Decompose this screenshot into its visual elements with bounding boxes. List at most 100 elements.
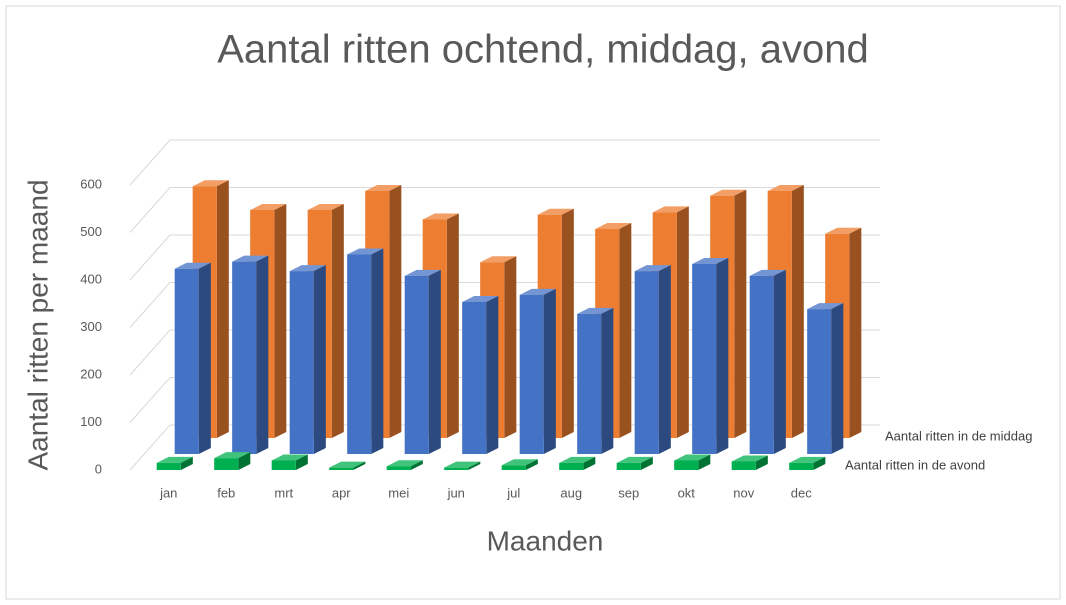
bar-side [353, 461, 366, 470]
bar [616, 462, 641, 470]
bar [156, 462, 181, 470]
bar-top [674, 454, 711, 461]
bar-side [313, 265, 326, 454]
bar-top [616, 456, 653, 463]
bar-side [734, 189, 747, 438]
bar-top [250, 204, 287, 210]
bar [444, 467, 469, 470]
bar [386, 466, 411, 470]
y-tick-label: 200 [80, 366, 102, 381]
chart-border [5, 5, 1061, 600]
bar-top [692, 258, 729, 264]
bar [462, 302, 487, 454]
bar-side [849, 227, 862, 438]
bar-top [386, 460, 423, 467]
bar [271, 460, 296, 470]
bar-top [652, 206, 689, 213]
bar-top [501, 459, 538, 466]
bar-top [710, 189, 747, 196]
bar-side [486, 296, 499, 454]
bar-top [480, 256, 517, 263]
bar [577, 313, 602, 454]
bar-side [525, 459, 538, 470]
x-tick-label: jul [506, 485, 520, 500]
bar-top [825, 227, 862, 234]
x-tick-label: mrt [274, 485, 293, 500]
bar-top [749, 269, 786, 276]
bar-side [676, 206, 689, 438]
bar [174, 268, 199, 454]
bar-side [755, 455, 768, 470]
x-tick-label: jan [159, 485, 177, 500]
x-tick-label: dec [791, 485, 812, 500]
x-tick-label: nov [733, 485, 754, 500]
y-tick-label: 300 [80, 319, 102, 334]
x-tick-label: apr [332, 485, 351, 500]
bar-top [174, 262, 211, 269]
bar [674, 460, 699, 470]
grid-line [129, 139, 880, 186]
bar-top [422, 213, 459, 220]
y-tick-label: 600 [80, 176, 102, 191]
y-tick-label: 0 [95, 461, 102, 476]
bar [519, 294, 544, 454]
grid-line [129, 234, 880, 281]
bar-side [583, 456, 596, 470]
x-tick-label: mei [388, 485, 409, 500]
bar-side [813, 456, 826, 470]
bar [731, 461, 756, 470]
bar-side [180, 456, 193, 470]
bar-top [559, 456, 596, 463]
x-tick-label: sep [618, 485, 639, 500]
bar-top [444, 461, 481, 468]
bar-top [347, 248, 384, 255]
bar-side [468, 461, 481, 470]
bar-side [698, 454, 711, 470]
bar-side [274, 204, 287, 438]
series-label: Aantal ritten in de avond [845, 457, 985, 472]
bar-top [232, 255, 269, 262]
bar-top [289, 265, 326, 272]
bar-side [295, 454, 308, 470]
bar [634, 271, 659, 454]
bar-top [271, 454, 308, 461]
bar-side [561, 208, 574, 438]
bar-side [601, 307, 614, 454]
bar-side [619, 223, 632, 438]
bar-top [577, 307, 614, 314]
bar [329, 467, 354, 470]
bar-side [658, 265, 671, 454]
x-tick-label: aug [560, 485, 582, 500]
bar-side [716, 258, 729, 454]
bar-top [537, 208, 574, 215]
bar-side [446, 213, 459, 438]
bar [807, 309, 832, 454]
bar-top [519, 288, 556, 295]
bar-side [410, 460, 423, 470]
bar-top [807, 303, 844, 310]
bar-side [428, 269, 441, 454]
bar [789, 462, 814, 470]
y-axis-title: Aantal ritten per maand [22, 179, 53, 470]
chart-title: Aantal ritten ochtend, middag, avond [217, 28, 869, 72]
bar-side [331, 204, 344, 438]
x-tick-label: okt [678, 485, 696, 500]
bar-top [214, 452, 251, 459]
bar-top [731, 455, 768, 462]
bar-side [371, 248, 384, 454]
x-tick-label: feb [217, 485, 235, 500]
bar-side [791, 185, 804, 438]
y-tick-label: 400 [80, 271, 102, 286]
y-tick-label: 100 [80, 414, 102, 429]
x-tick-label: jun [447, 485, 465, 500]
bar-side [543, 288, 556, 454]
bar-top [404, 269, 441, 276]
bar [559, 462, 584, 470]
bar-side [773, 269, 786, 454]
bar-side [389, 185, 402, 438]
x-axis-title: Maanden [487, 525, 604, 556]
bar-top [329, 461, 366, 468]
bar-top [156, 456, 193, 463]
